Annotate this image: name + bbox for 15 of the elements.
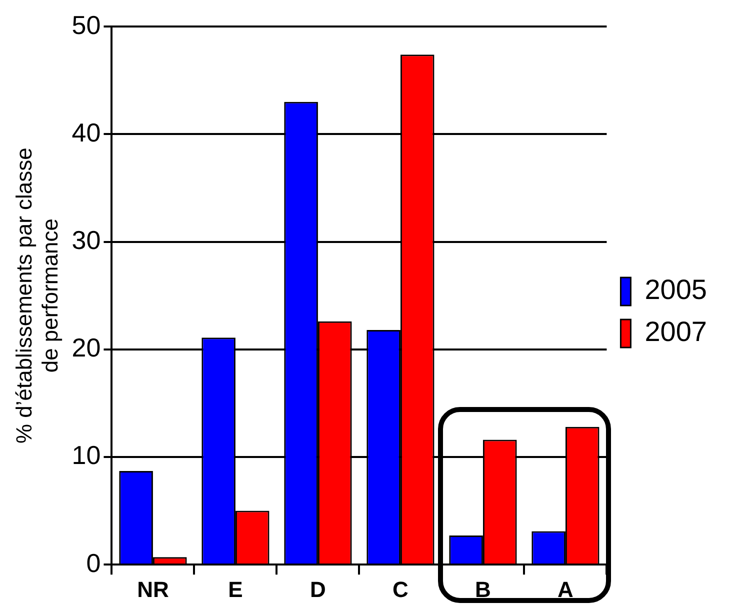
y-tick-label: 30 bbox=[72, 224, 101, 255]
y-tick-label: 40 bbox=[72, 117, 101, 148]
x-tick-label: E bbox=[228, 576, 243, 602]
x-tick-label: D bbox=[310, 576, 326, 602]
x-tick-label: B bbox=[475, 576, 491, 602]
legend-label: 2005 bbox=[644, 274, 708, 306]
x-tick-label: C bbox=[392, 576, 409, 602]
y-axis-title: % d’établissements par classe de performance bbox=[11, 148, 63, 444]
x-tick-label: A bbox=[558, 576, 574, 602]
y-tick-label: 50 bbox=[72, 10, 101, 40]
legend-label: 2007 bbox=[644, 316, 708, 348]
x-tick-label: NR bbox=[137, 576, 169, 602]
y-tick-label: 0 bbox=[86, 548, 101, 578]
y-tick-label: 10 bbox=[72, 440, 101, 470]
y-tick-label: 20 bbox=[72, 332, 101, 363]
